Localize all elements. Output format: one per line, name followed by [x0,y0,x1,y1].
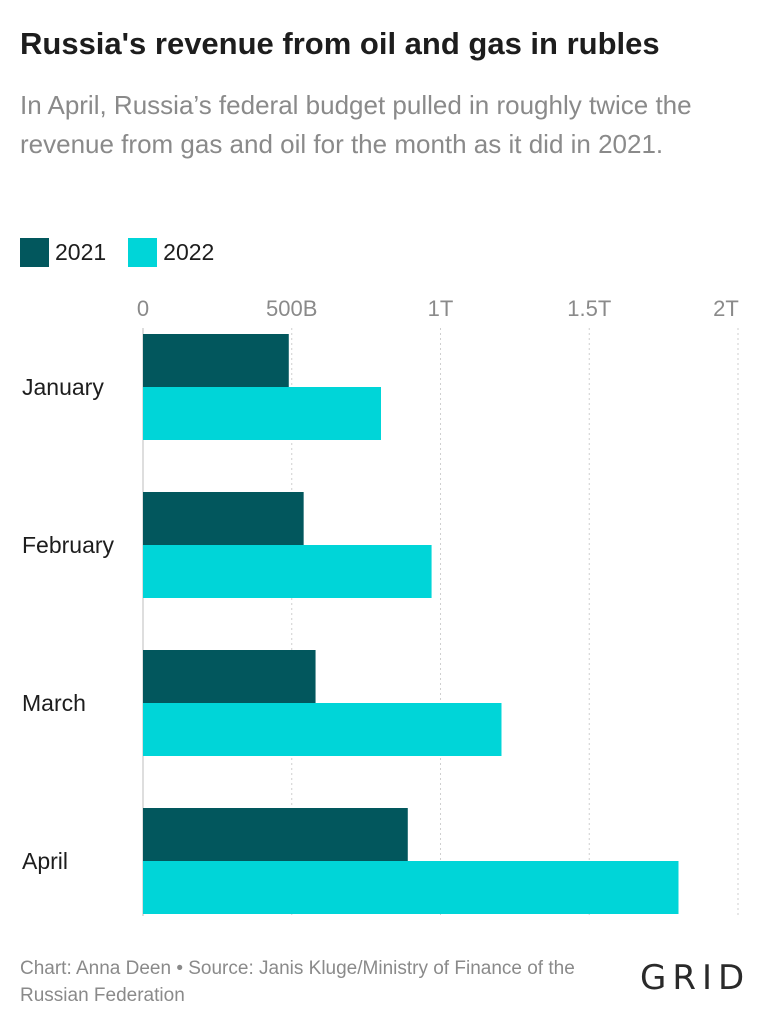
x-tick-label: 0 [137,296,149,321]
bar-2021-february [143,492,304,545]
bar-2021-january [143,334,289,387]
chart-subtitle: In April, Russia’s federal budget pulled… [20,90,692,159]
chart-legend: 2021 2022 [20,236,236,268]
category-label: February [22,532,115,558]
category-label: March [22,690,86,716]
x-tick-label: 500B [266,296,317,321]
bar-2021-march [143,650,316,703]
bar-2021-april [143,808,408,861]
bar-2022-march [143,703,502,756]
x-tick-label: 1T [428,296,454,321]
legend-label-2021: 2021 [55,238,107,265]
legend-swatch-2021 [20,237,49,267]
bar-2022-february [143,545,432,598]
category-label: April [22,848,68,874]
bar-2022-january [143,387,381,440]
bar-chart: 0 500B 1T 1.5T 2T January February March April [22,296,739,916]
legend-item-2021: 2021 [20,237,107,267]
category-label: January [22,374,104,400]
legend-item-2022: 2022 [128,237,215,267]
legend-label-2022: 2022 [163,238,215,265]
grid-logo: GRID [640,958,751,998]
legend-swatch-2022 [128,237,158,267]
chart-title: Russia's revenue from oil and gas in rub… [20,26,660,61]
bar-2022-april [143,861,679,914]
chart-credits: Chart: Anna Deen • Source: Janis Kluge/M… [20,958,575,1006]
x-tick-label: 2T [713,296,739,321]
x-tick-label: 1.5T [567,296,611,321]
